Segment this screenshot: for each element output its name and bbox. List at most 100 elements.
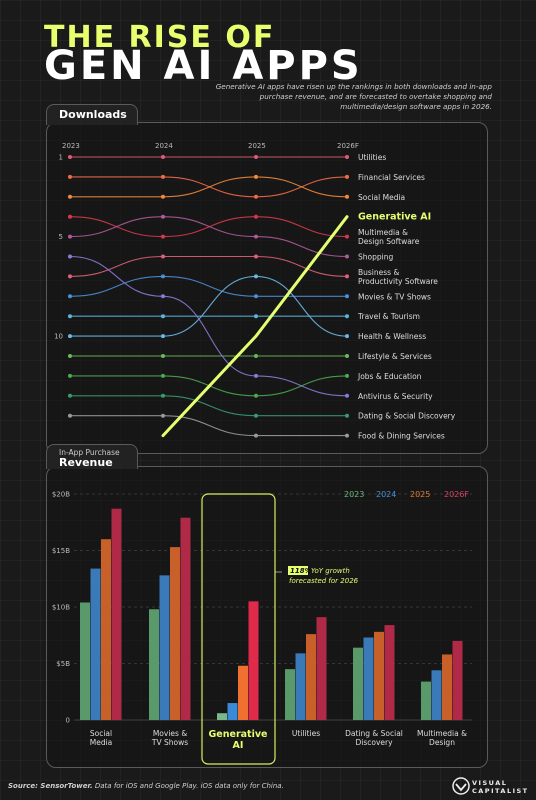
- label-social-media: Social Media: [358, 193, 405, 202]
- label-line-utilities-0: Utilities: [358, 153, 386, 162]
- point-business-productivity-software-2: [254, 254, 258, 259]
- bar-movies-tv-shows-2026f: [180, 517, 191, 720]
- source-label: Source: SensorTower.: [8, 782, 93, 790]
- point-financial-services-1: [161, 174, 165, 179]
- label-food-dining-services: Food & Dining Services: [358, 432, 445, 441]
- brand-line-2: CAPITALIST: [472, 786, 529, 795]
- bar-social-media-2025: [101, 539, 111, 720]
- label-line-business-productivity-software-1: Productivity Software: [358, 277, 438, 286]
- point-social-media-3: [345, 194, 349, 199]
- label-travel-tourism: Travel & Tourism: [357, 312, 420, 321]
- point-food-dining-services-3: [345, 433, 349, 438]
- bar-movies-tv-shows-2025: [170, 547, 180, 720]
- y-tick-5: $5B: [56, 660, 70, 668]
- point-jobs-education-2: [254, 393, 258, 398]
- point-financial-services-2: [254, 194, 258, 199]
- category-movies-tv-shows: Movies & TV Shows: [151, 729, 188, 747]
- point-antivirus-security-1: [161, 294, 165, 299]
- bar-multimedia-design-2024: [431, 670, 442, 720]
- line-movies-tv-shows: [69, 275, 348, 297]
- line-health-wellness: [69, 275, 348, 337]
- label-line-shopping-0: Shopping: [358, 253, 393, 262]
- category-generative-ai: Generative AI: [209, 729, 268, 751]
- legend-2023: 2023: [344, 490, 364, 499]
- point-lifestyle-services-0: [68, 354, 72, 358]
- label-line-jobs-education-0: Jobs & Education: [357, 372, 422, 381]
- point-health-wellness-2: [254, 274, 258, 279]
- point-lifestyle-services-1: [161, 354, 165, 358]
- point-social-media-2: [254, 174, 258, 179]
- point-antivirus-security-0: [68, 254, 72, 259]
- point-multimedia-design-software-3: [345, 234, 349, 239]
- bar-dating-social-discovery-2023: [353, 647, 363, 720]
- line-dating-social-discovery: [69, 395, 348, 417]
- bar-social-media-2024: [90, 568, 101, 720]
- point-utilities-3: [345, 155, 349, 159]
- visual-capitalist-logo-icon: [452, 777, 470, 795]
- point-social-media-1: [161, 194, 165, 199]
- category-line-movies-tv-shows-0: Movies &: [153, 729, 187, 738]
- label-line-travel-tourism-0: Travel & Tourism: [357, 312, 420, 321]
- label-line-dating-social-discovery-0: Dating & Social Discovery: [358, 412, 456, 421]
- point-antivirus-security-2: [254, 373, 258, 378]
- category-line-social-media-1: Media: [90, 738, 113, 747]
- bar-movies-tv-shows-2023: [149, 609, 159, 720]
- category-dating-social-discovery: Dating & Social Discovery: [345, 729, 403, 747]
- point-multimedia-design-software-0: [68, 214, 72, 219]
- annotation-text-2: forecasted for 2026: [289, 577, 359, 585]
- point-food-dining-services-0: [68, 413, 72, 418]
- label-movies-tv-shows: Movies & TV Shows: [358, 292, 431, 301]
- label-line-lifestyle-services-0: Lifestyle & Services: [358, 352, 432, 361]
- bar-multimedia-design-2026f: [452, 640, 463, 720]
- point-travel-tourism-3: [345, 314, 349, 319]
- bar-social-media-2026f: [111, 508, 122, 720]
- bar-generative-ai-2025: [238, 665, 248, 720]
- y-tick-10: $10B: [52, 604, 70, 612]
- point-movies-tv-shows-2: [254, 294, 258, 299]
- category-multimedia-design: Multimedia & Design: [417, 729, 467, 747]
- bar-generative-ai-2024: [227, 703, 238, 720]
- point-jobs-education-1: [161, 373, 165, 378]
- category-line-multimedia-design-1: Design: [429, 738, 455, 747]
- label-line-food-dining-services-0: Food & Dining Services: [358, 432, 445, 441]
- label-shopping: Shopping: [358, 253, 393, 262]
- bar-dating-social-discovery-2025: [374, 631, 384, 720]
- intro-text: Generative AI apps have risen up the ran…: [215, 82, 492, 111]
- label-business-productivity-software: Business & Productivity Software: [358, 268, 438, 286]
- point-social-media-0: [68, 194, 72, 199]
- point-shopping-1: [161, 214, 165, 219]
- x-tick-2023: 2023: [62, 142, 80, 150]
- bar-utilities-2025: [306, 634, 316, 720]
- point-lifestyle-services-2: [254, 354, 258, 358]
- point-business-productivity-software-1: [161, 254, 165, 259]
- category-line-dating-social-discovery-1: Discovery: [355, 738, 393, 747]
- point-utilities-0: [68, 155, 72, 159]
- category-line-social-media-0: Social: [90, 729, 112, 738]
- revenue-tab: In-App Purchase Revenue: [46, 444, 138, 469]
- category-social-media: Social Media: [90, 729, 113, 747]
- generative-ai-highlight-box: [201, 493, 276, 765]
- point-travel-tourism-1: [161, 314, 165, 319]
- point-lifestyle-services-3: [345, 354, 349, 358]
- point-jobs-education-3: [345, 373, 349, 378]
- point-health-wellness-1: [161, 334, 165, 339]
- point-financial-services-0: [68, 174, 72, 179]
- title-line-2: GEN AI APPS: [44, 43, 363, 89]
- revenue-label: Revenue: [59, 456, 113, 469]
- y-tick-0: 0: [66, 717, 70, 725]
- point-travel-tourism-2: [254, 314, 258, 319]
- label-lifestyle-services: Lifestyle & Services: [358, 352, 432, 361]
- bar-social-media-2023: [80, 602, 90, 720]
- brand-line-1: VISUAL: [472, 779, 508, 787]
- point-dating-social-discovery-0: [68, 393, 72, 398]
- category-utilities: Utilities: [292, 729, 320, 738]
- category-line-multimedia-design-0: Multimedia &: [417, 729, 467, 738]
- line-antivirus-security: [69, 255, 348, 397]
- bar-multimedia-design-2023: [421, 681, 431, 720]
- point-dating-social-discovery-3: [345, 413, 349, 418]
- bar-utilities-2026f: [316, 617, 327, 720]
- label-financial-services: Financial Services: [358, 173, 425, 182]
- category-line-movies-tv-shows-1: TV Shows: [151, 738, 188, 747]
- point-business-productivity-software-0: [68, 274, 72, 279]
